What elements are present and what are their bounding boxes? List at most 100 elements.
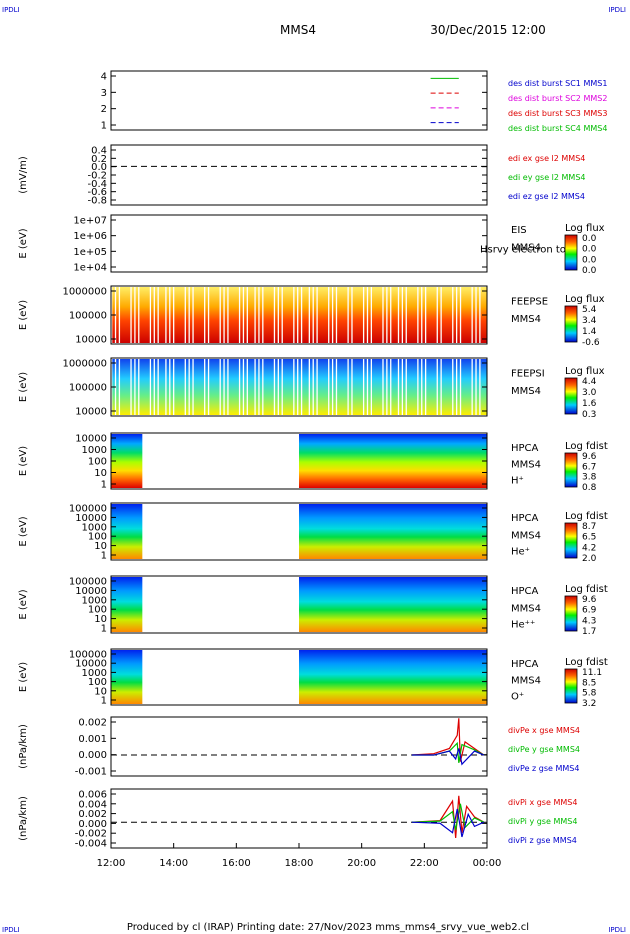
data-gap (173, 359, 175, 415)
y-axis-label: (nPa/km) (18, 796, 29, 841)
data-gap (223, 359, 225, 415)
y-tick-label: 3 (101, 88, 107, 99)
y-tick-label: 10 (94, 686, 107, 697)
y-tick-label: 0.000 (78, 819, 107, 830)
series-line-x (411, 795, 485, 839)
spectrogram-segment (111, 287, 487, 343)
y-axis-label: (nPa/km) (18, 724, 29, 769)
y-axis-label: E (eV) (18, 372, 29, 402)
data-gap (184, 359, 186, 415)
colorbar-title: Log fdist (565, 511, 608, 522)
x-tick-label: 16:00 (222, 858, 251, 869)
y-tick-label: 1e+07 (73, 216, 107, 227)
data-gap (277, 359, 279, 415)
colorbar-tick-label: 6.7 (582, 462, 596, 472)
legend-entry: des dist burst SC1 MMS1 (508, 79, 607, 88)
data-gap (308, 359, 310, 415)
panel-label: HPCA (511, 586, 539, 597)
panel-label: He⁺ (511, 546, 530, 557)
data-gap (157, 287, 159, 343)
data-gap (424, 359, 427, 415)
y-axis-label: E (eV) (18, 516, 29, 546)
x-tick-label: 20:00 (347, 858, 376, 869)
colorbar-tick-label: 5.4 (582, 305, 597, 315)
corner-label-bottom-right: IPDLI (608, 926, 626, 934)
legend-entry: edi ez gse l2 MMS4 (508, 192, 585, 201)
panel-frame (110, 648, 488, 706)
legend-entry: des dist burst SC4 MMS4 (508, 124, 607, 133)
colorbar-tick-label: 0.0 (582, 245, 597, 255)
spectrogram-segment (299, 577, 487, 632)
data-gap (157, 359, 159, 415)
y-tick-label: 100000 (69, 577, 107, 588)
y-tick-label: 1000 (82, 522, 107, 533)
data-gap (312, 287, 314, 343)
data-gap (204, 359, 206, 415)
colorbar-tick-label: 0.0 (582, 266, 597, 276)
data-gap (169, 359, 171, 415)
y-tick-label: -0.8 (87, 196, 107, 207)
data-gap (452, 359, 454, 415)
data-gap (421, 359, 423, 415)
data-gap (417, 287, 419, 343)
x-tick-label: 22:00 (410, 858, 439, 869)
data-gap (188, 359, 190, 415)
data-gap (134, 287, 136, 343)
corner-label-top-right: IPDLI (608, 6, 626, 14)
data-gap (149, 359, 152, 415)
data-gap (405, 287, 407, 343)
y-tick-label: 100 (88, 457, 107, 468)
series-line-z (411, 808, 485, 838)
data-gap (401, 287, 404, 343)
y-tick-label: 10 (94, 468, 107, 479)
y-tick-label: 100 (88, 677, 107, 688)
colorbar-tick-label: 4.2 (582, 543, 596, 553)
panel-label: HPCA (511, 443, 539, 454)
data-gap (475, 359, 477, 415)
data-gap (370, 359, 373, 415)
spectrogram-segment (111, 359, 487, 415)
spacecraft-title: MMS4 (280, 23, 316, 37)
colorbar-tick-label: 8.5 (582, 678, 596, 688)
spectrogram-segment (299, 504, 487, 559)
data-gap (351, 359, 353, 415)
panel-label: MMS4 (511, 530, 541, 541)
panel-edi: 0.40.20.0-0.2-0.4-0.6-0.8 (mV/m) edi ex gs… (18, 144, 586, 207)
data-gap (479, 287, 481, 343)
data-gap (192, 287, 194, 343)
colorbar-tick-label: 0.8 (582, 483, 597, 493)
panel-label: FEEPSE (511, 297, 548, 308)
data-gap (328, 359, 330, 415)
data-gap (130, 287, 132, 343)
data-gap (328, 287, 330, 343)
data-gap (192, 359, 194, 415)
data-gap (130, 359, 132, 415)
y-tick-label: 100000 (69, 311, 107, 322)
data-gap (386, 287, 388, 343)
legend-entry: divPe y gse MMS4 (508, 745, 580, 754)
panel-label: H⁺ (511, 475, 524, 486)
data-gap (312, 359, 314, 415)
data-gap (436, 287, 438, 343)
colorbar-tick-label: 0.0 (582, 234, 597, 244)
data-gap (300, 359, 303, 415)
y-tick-label: 1000 (82, 668, 107, 679)
legend-entry: divPi x gse MMS4 (508, 798, 577, 807)
data-gap (382, 287, 384, 343)
panel-frame (110, 214, 488, 273)
data-gap (184, 287, 186, 343)
colorbar-tick-label: 9.6 (582, 595, 597, 605)
data-gap (242, 359, 245, 415)
y-axis-label: (mV/m) (18, 156, 29, 194)
data-gap (134, 359, 136, 415)
panel-label: MMS4 (511, 603, 541, 614)
x-tick-label: 12:00 (97, 858, 126, 869)
colorbar-tick-label: 2.0 (582, 554, 597, 564)
y-axis-label: E (eV) (18, 300, 29, 330)
data-gap (362, 359, 365, 415)
y-tick-label: -0.004 (75, 839, 107, 850)
colorbar-tick-label: 0.3 (582, 410, 596, 420)
